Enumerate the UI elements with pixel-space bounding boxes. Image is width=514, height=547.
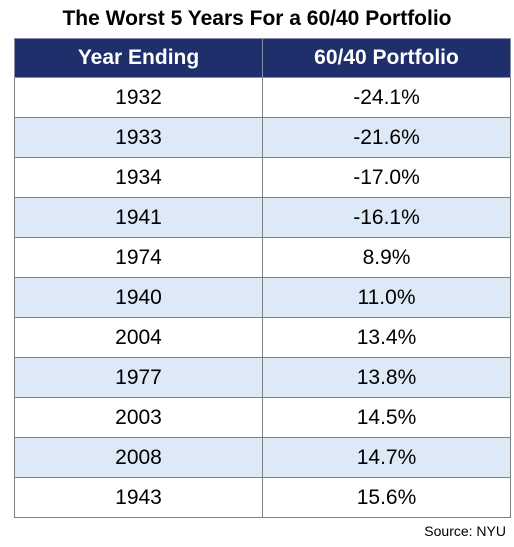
year-cell: 1943: [14, 477, 263, 518]
return-cell: 14.7%: [262, 437, 511, 478]
return-cell: -24.1%: [262, 77, 511, 118]
return-cell: -16.1%: [262, 197, 511, 238]
year-cell: 1974: [14, 237, 263, 278]
year-cell: 2008: [14, 437, 263, 478]
chart-title: The Worst 5 Years For a 60/40 Portfolio: [62, 7, 452, 30]
return-cell: 8.9%: [262, 237, 511, 278]
returns-table: Year Ending 60/40 Portfolio 1932 -24.1% …: [14, 38, 511, 518]
table-row: 1941 -16.1%: [14, 197, 511, 238]
table-row: 1977 13.8%: [14, 357, 511, 398]
year-cell: 1934: [14, 157, 263, 198]
return-cell: 13.8%: [262, 357, 511, 398]
return-cell: 13.4%: [262, 317, 511, 358]
year-cell: 1977: [14, 357, 263, 398]
source-note: Source: NYU: [424, 523, 506, 539]
table-row: 1933 -21.6%: [14, 117, 511, 158]
return-cell: 11.0%: [262, 277, 511, 318]
table-row: 2008 14.7%: [14, 437, 511, 478]
table-row: 1932 -24.1%: [14, 77, 511, 118]
table-row: 1940 11.0%: [14, 277, 511, 318]
return-cell: -17.0%: [262, 157, 511, 198]
table-row: 2004 13.4%: [14, 317, 511, 358]
return-cell: -21.6%: [262, 117, 511, 158]
year-cell: 2003: [14, 397, 263, 438]
table-header-row: Year Ending 60/40 Portfolio: [14, 38, 511, 78]
return-cell: 15.6%: [262, 477, 511, 518]
table-row: 2003 14.5%: [14, 397, 511, 438]
year-cell: 1940: [14, 277, 263, 318]
return-cell: 14.5%: [262, 397, 511, 438]
column-header-portfolio: 60/40 Portfolio: [262, 38, 511, 78]
table-row: 1934 -17.0%: [14, 157, 511, 198]
column-header-year-ending: Year Ending: [14, 38, 263, 78]
table-row: 1974 8.9%: [14, 237, 511, 278]
year-cell: 2004: [14, 317, 263, 358]
table-row: 1943 15.6%: [14, 477, 511, 518]
year-cell: 1933: [14, 117, 263, 158]
year-cell: 1941: [14, 197, 263, 238]
year-cell: 1932: [14, 77, 263, 118]
